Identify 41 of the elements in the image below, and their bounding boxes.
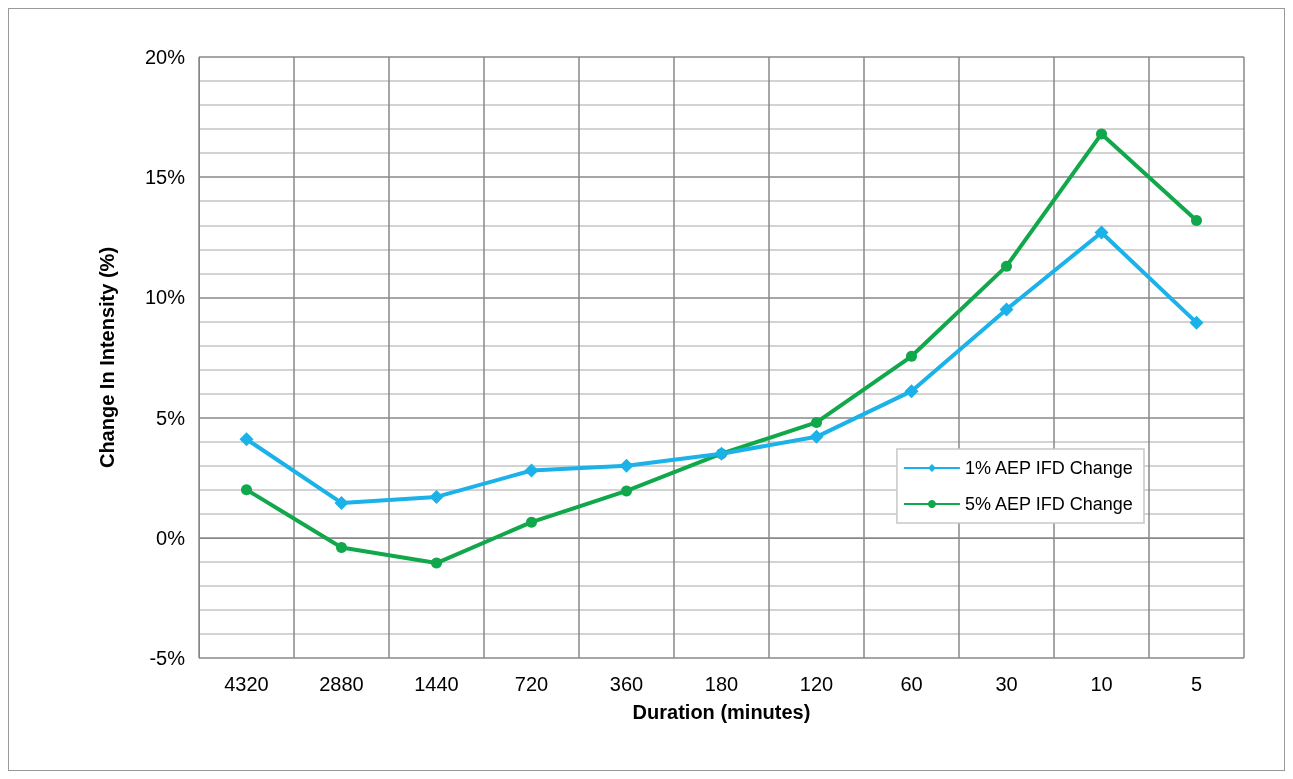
point — [336, 541, 347, 553]
x-tick-label: 720 — [514, 673, 549, 695]
point — [1189, 315, 1204, 330]
x-tick-label: 360 — [609, 673, 644, 695]
y-tick-label: 5% — [156, 406, 186, 429]
x-tick-label: 1440 — [414, 673, 459, 695]
point — [334, 495, 349, 510]
point — [619, 458, 634, 473]
x-tick-label: 120 — [799, 673, 834, 695]
y-tick-label: 20% — [144, 46, 186, 68]
x-tick-label: 60 — [900, 673, 923, 695]
point — [429, 489, 444, 504]
point — [904, 384, 919, 399]
point — [241, 484, 252, 496]
point — [999, 302, 1014, 317]
point — [1094, 225, 1109, 240]
y-axis-title: Change In Intensity (%) — [96, 246, 118, 469]
x-tick-label: 5 — [1190, 673, 1203, 695]
legend-label: 1% AEP IFD Change — [964, 458, 1133, 478]
point — [809, 429, 824, 444]
point — [811, 416, 822, 428]
point — [1096, 128, 1107, 140]
y-tick-label: 15% — [144, 166, 186, 189]
point — [1001, 260, 1012, 272]
y-tick-label: 0% — [156, 526, 186, 549]
point — [431, 557, 442, 569]
x-tick-label: 180 — [704, 673, 739, 695]
legend-label: 5% AEP IFD Change — [964, 494, 1133, 514]
point — [621, 485, 632, 497]
x-tick-label: 30 — [995, 673, 1018, 695]
point — [239, 432, 254, 447]
point — [526, 516, 537, 528]
x-tick-label: 2880 — [319, 673, 364, 695]
x-tick-label: 4320 — [224, 673, 269, 695]
x-tick-label: 10 — [1090, 673, 1113, 695]
y-tick-label: 10% — [144, 286, 186, 309]
point — [524, 463, 539, 478]
x-axis-title: Duration (minutes) — [632, 701, 811, 723]
point — [1191, 214, 1202, 226]
point — [906, 350, 917, 362]
y-tick-label: -5% — [149, 647, 186, 669]
